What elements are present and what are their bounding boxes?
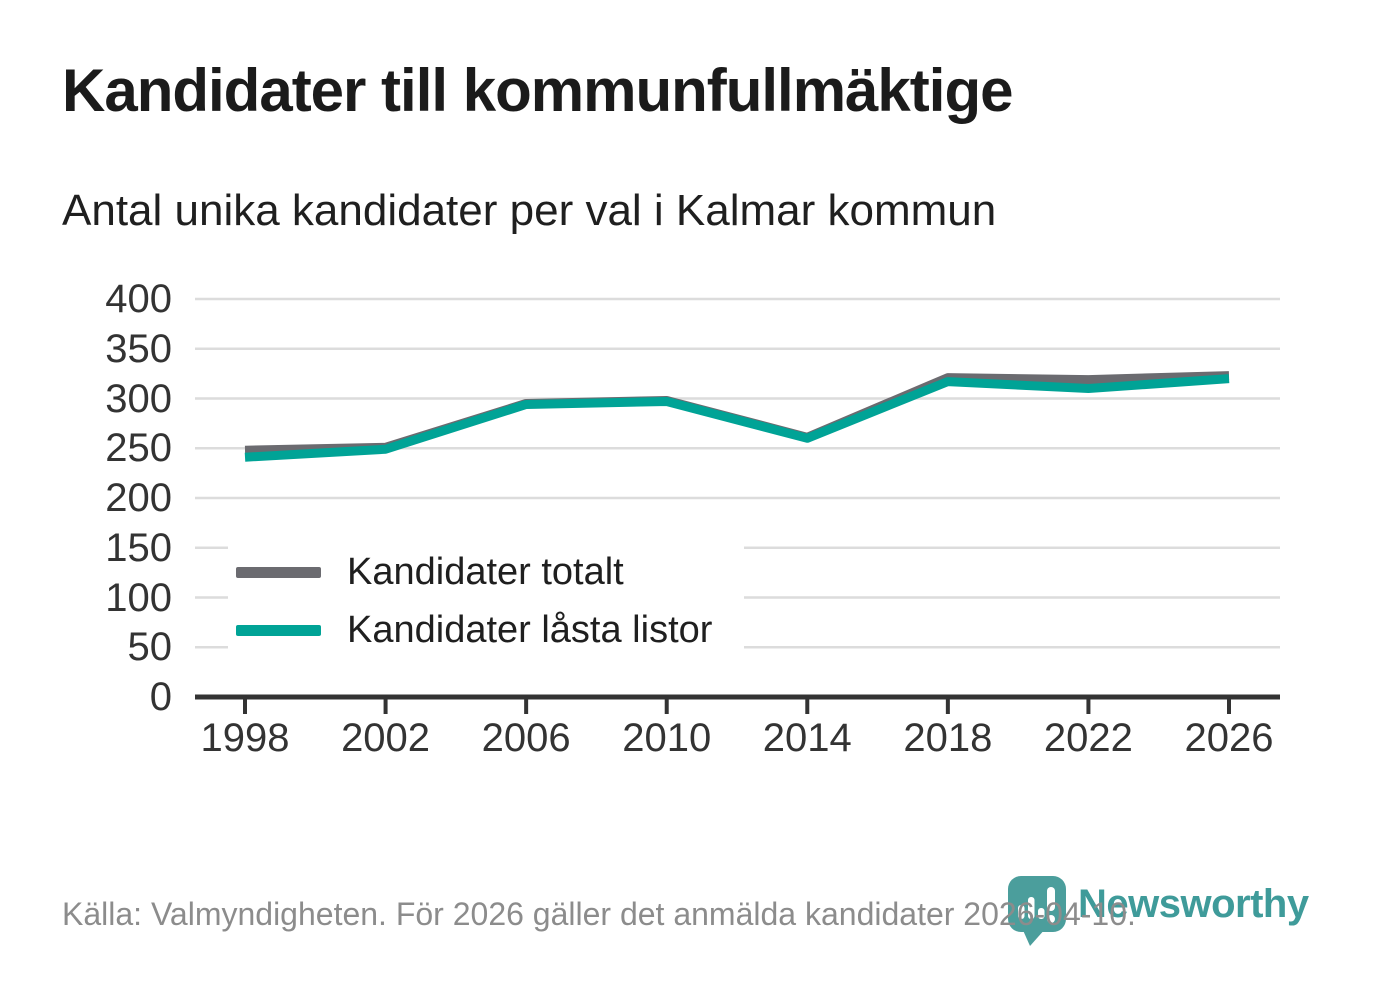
series-line-1 — [244, 374, 1230, 462]
y-tick-label: 50 — [127, 625, 173, 670]
chart-legend: Kandidater totalt Kandidater låsta listor — [228, 543, 744, 659]
x-tick-label: 2006 — [481, 716, 571, 760]
y-tick-label: 300 — [105, 376, 172, 421]
source-note: Källa: Valmyndigheten. För 2026 gäller d… — [62, 896, 1136, 932]
legend-swatch — [236, 566, 321, 578]
legend-swatch — [236, 624, 321, 636]
x-tick-label: 2026 — [1184, 716, 1274, 760]
newsworthy-wordmark: Newsworthy — [1078, 882, 1309, 926]
x-tick-label: 1998 — [200, 716, 290, 760]
x-tick-label: 2002 — [341, 716, 431, 760]
x-tick-label: 2022 — [1043, 716, 1133, 760]
y-tick-label: 0 — [149, 675, 172, 719]
newsworthy-logo: Newsworthy — [1008, 876, 1309, 946]
legend-label: Kandidater totalt — [347, 550, 624, 593]
y-tick-label: 250 — [105, 426, 172, 471]
chart-subtitle: Antal unika kandidater per val i Kalmar … — [62, 186, 997, 235]
y-axis-labels: 0 50 100 150 200 250 300 350 400 — [40, 0, 172, 999]
legend-label: Kandidater låsta listor — [347, 608, 713, 651]
y-tick-label: 350 — [105, 326, 172, 371]
y-tick-label: 100 — [105, 575, 172, 620]
legend-entry: Kandidater låsta listor — [236, 608, 744, 652]
x-tick-label: 2018 — [903, 716, 993, 760]
x-tick-label: 2010 — [622, 716, 712, 760]
x-tick-label: 2014 — [762, 716, 852, 760]
y-tick-label: 400 — [105, 277, 172, 321]
y-tick-label: 150 — [105, 525, 172, 570]
chart-title: Kandidater till kommunfullmäktige — [62, 57, 1013, 124]
newsworthy-pin-icon — [1008, 876, 1066, 946]
legend-entry: Kandidater totalt — [236, 550, 744, 594]
y-tick-label: 200 — [105, 476, 172, 520]
